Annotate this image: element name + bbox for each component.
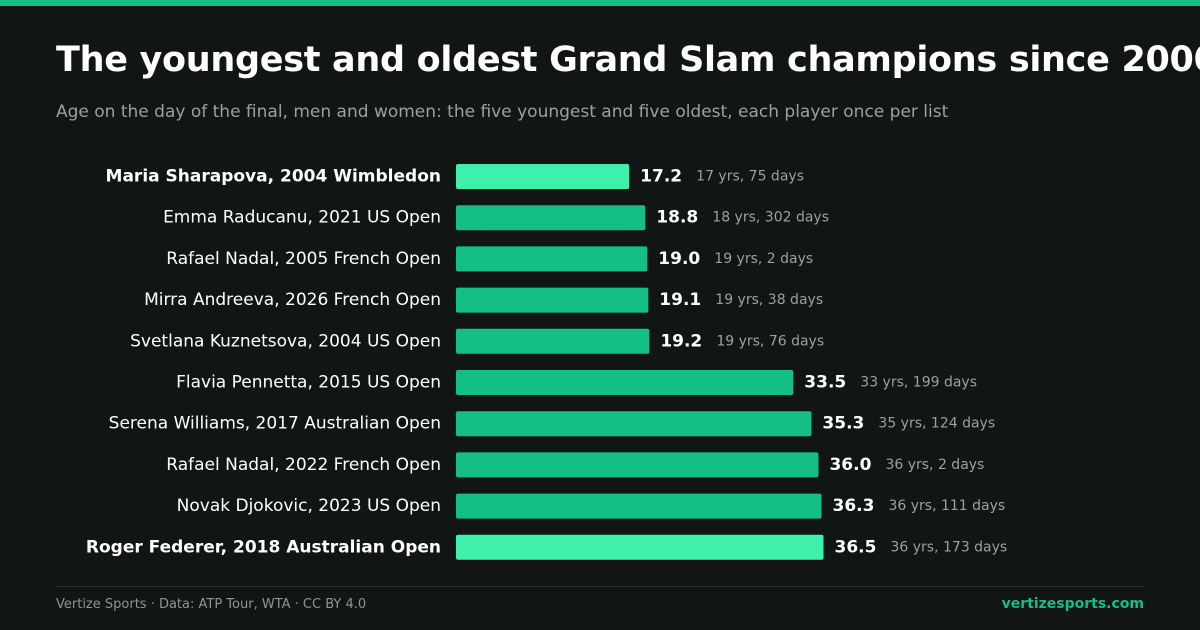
footer-site-link[interactable]: vertizesports.com xyxy=(1001,596,1144,612)
footer-divider xyxy=(56,586,1144,587)
value-label: 19.0 xyxy=(658,249,700,269)
bar xyxy=(456,534,824,560)
value-label: 19.2 xyxy=(660,331,702,351)
detail-label: 36 yrs, 2 days xyxy=(885,457,984,473)
chart-title: The youngest and oldest Grand Slam champ… xyxy=(56,40,1200,80)
category-label: Mirra Andreeva, 2026 French Open xyxy=(144,290,441,310)
detail-label: 36 yrs, 173 days xyxy=(891,539,1008,555)
category-label: Rafael Nadal, 2005 French Open xyxy=(166,249,441,269)
bar xyxy=(456,328,650,354)
detail-label: 17 yrs, 75 days xyxy=(696,169,804,185)
detail-label: 19 yrs, 76 days xyxy=(716,333,824,349)
value-label: 19.1 xyxy=(659,290,701,310)
value-label: 18.8 xyxy=(656,208,698,228)
value-label: 35.3 xyxy=(822,414,864,434)
detail-label: 33 yrs, 199 days xyxy=(860,375,977,391)
bar xyxy=(456,493,822,519)
category-label: Novak Djokovic, 2023 US Open xyxy=(177,496,441,516)
bar xyxy=(456,246,648,272)
bar xyxy=(456,164,630,189)
bar xyxy=(456,411,812,437)
detail-label: 35 yrs, 124 days xyxy=(878,416,995,432)
bar xyxy=(456,205,646,231)
category-label: Roger Federer, 2018 Australian Open xyxy=(86,537,441,557)
detail-label: 18 yrs, 302 days xyxy=(712,210,829,226)
value-label: 17.2 xyxy=(640,167,682,187)
bar xyxy=(456,452,819,478)
top-accent-bar xyxy=(0,0,1200,6)
value-label: 36.5 xyxy=(835,537,877,557)
category-label: Maria Sharapova, 2004 Wimbledon xyxy=(106,167,441,187)
footer-credit: Vertize Sports · Data: ATP Tour, WTA · C… xyxy=(56,597,367,612)
chart-subtitle: Age on the day of the final, men and wom… xyxy=(56,102,949,122)
detail-label: 19 yrs, 2 days xyxy=(714,251,813,267)
detail-label: 36 yrs, 111 days xyxy=(888,498,1005,514)
category-label: Emma Raducanu, 2021 US Open xyxy=(163,208,441,228)
bar xyxy=(456,370,794,395)
category-label: Rafael Nadal, 2022 French Open xyxy=(166,455,441,475)
category-label: Flavia Pennetta, 2015 US Open xyxy=(176,373,441,393)
category-label: Svetlana Kuznetsova, 2004 US Open xyxy=(130,331,441,351)
value-label: 33.5 xyxy=(804,373,846,393)
value-label: 36.0 xyxy=(829,455,871,475)
detail-label: 19 yrs, 38 days xyxy=(715,292,823,308)
bar xyxy=(456,287,649,313)
category-label: Serena Williams, 2017 Australian Open xyxy=(109,414,441,434)
value-label: 36.3 xyxy=(832,496,874,516)
